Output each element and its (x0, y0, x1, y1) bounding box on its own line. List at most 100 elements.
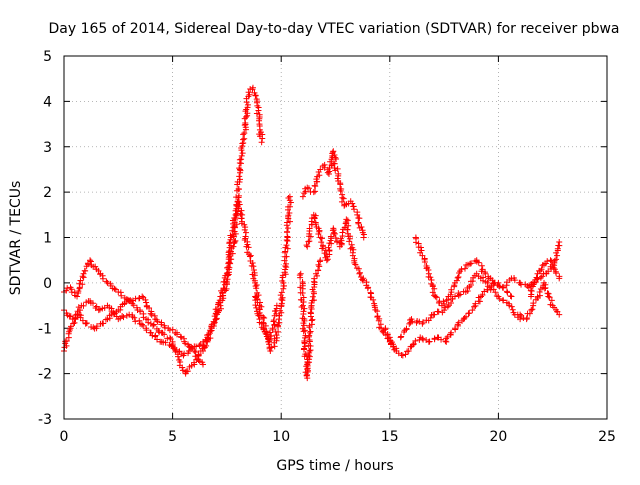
data-point-fill (211, 319, 218, 326)
data-point (508, 293, 515, 300)
data-point-fill (111, 285, 118, 292)
data-point-fill (508, 303, 515, 310)
data-point-fill (402, 351, 409, 358)
data-point-fill (306, 353, 313, 360)
data-point-fill (457, 291, 464, 298)
data-point-fill (455, 319, 462, 326)
data-point-fill (193, 343, 200, 350)
series-dip-at-11 (296, 257, 324, 382)
data-point-fill (347, 245, 354, 252)
data-point-fill (77, 307, 84, 314)
data-point-fill (301, 353, 308, 360)
y-tick-label: -2 (38, 367, 52, 383)
data-point-fill (185, 343, 192, 350)
data-point-fill (416, 318, 423, 325)
data-point-fill (308, 317, 315, 324)
data-point-fill (462, 313, 469, 320)
data-point (349, 252, 356, 259)
data-point-fill (438, 336, 445, 343)
data-point (236, 166, 243, 173)
data-point (74, 293, 81, 300)
data-point (297, 270, 304, 277)
data-point-fill (315, 261, 322, 268)
data-point-fill (251, 272, 258, 279)
data-point (223, 270, 230, 277)
series-tail-upper (527, 257, 563, 300)
data-point (204, 338, 211, 345)
data-point-fill (235, 185, 242, 192)
data-point-fill (236, 201, 243, 208)
data-point-fill (330, 229, 337, 236)
data-point-fill (283, 242, 290, 249)
data-point-fill (312, 183, 319, 190)
chart-title: Day 165 of 2014, Sidereal Day-to-day VTE… (48, 21, 619, 37)
data-point-fill (444, 303, 451, 310)
data-point-fill (227, 248, 234, 255)
data-point-fill (306, 329, 313, 336)
data-point-fill (478, 262, 485, 269)
data-point (517, 311, 524, 318)
data-point-fill (413, 319, 420, 326)
data-point-fill (80, 302, 87, 309)
data-point (310, 189, 317, 196)
plot-frame (63, 55, 608, 420)
data-point-fill (548, 258, 555, 265)
data-point-fill (72, 315, 79, 322)
data-point-fill (239, 150, 246, 157)
data-point-fill (242, 113, 249, 120)
series-tail-lower (517, 279, 563, 323)
data-point-fill (553, 270, 560, 277)
data-point-fill (441, 300, 448, 307)
data-point-fill (344, 226, 351, 233)
data-point-fill (356, 269, 363, 276)
data-point-fill (156, 329, 163, 336)
x-tick-labels: 0 5 10 15 20 25 (60, 429, 616, 445)
series-post-15-middle (397, 270, 524, 341)
data-point-fill (203, 342, 210, 349)
data-point-fill (265, 341, 272, 348)
data-point-fill (309, 293, 316, 300)
data-point-fill (481, 288, 488, 295)
data-point-fill (100, 320, 107, 327)
data-point-fill (345, 222, 352, 229)
series-post-15-upper (412, 234, 515, 309)
data-point-fill (405, 347, 412, 354)
data-point-fill (436, 299, 443, 306)
data-point-fill (146, 305, 153, 312)
data-point-fill (471, 303, 478, 310)
data-point-fill (241, 135, 248, 142)
data-point-fill (511, 277, 518, 284)
data-points-layer (61, 84, 563, 382)
data-point-fill (466, 260, 473, 267)
data-point (234, 198, 241, 205)
data-point-fill (154, 318, 161, 325)
data-point-fill (238, 152, 245, 159)
data-point-fill (523, 314, 530, 321)
data-point-fill (500, 297, 507, 304)
data-point-fill (240, 131, 247, 138)
series-drop-and-rise (252, 193, 294, 354)
data-point-fill (476, 298, 483, 305)
y-tick-label: 3 (43, 140, 52, 156)
data-point-fill (232, 237, 239, 244)
data-point-fill (172, 347, 179, 354)
data-point-fill (487, 286, 494, 293)
data-point-fill (340, 195, 347, 202)
data-point-fill (454, 274, 461, 281)
data-point-fill (553, 256, 560, 263)
data-point-fill (137, 308, 144, 315)
data-point-fill (164, 335, 171, 342)
data-point-fill (136, 317, 143, 324)
data-point-fill (235, 192, 242, 199)
data-point (556, 239, 563, 246)
data-point-fill (252, 302, 259, 309)
data-point-fill (277, 292, 284, 299)
data-point-fill (526, 310, 533, 317)
data-point-fill (283, 253, 290, 260)
data-point-fill (175, 353, 182, 360)
data-point-fill (205, 331, 212, 338)
data-point-fill (152, 333, 159, 340)
data-point-fill (136, 295, 143, 302)
data-point-fill (448, 329, 455, 336)
